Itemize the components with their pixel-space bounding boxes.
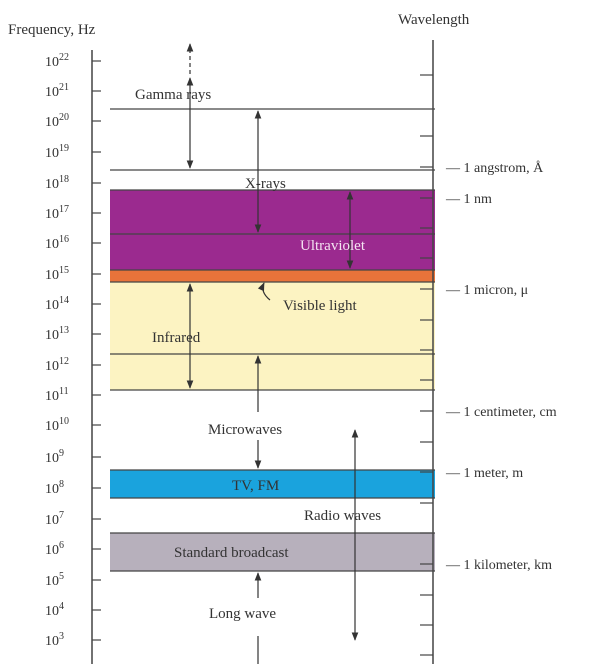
frequency-tick-base: 10	[45, 237, 59, 252]
microwaves-label: Microwaves	[208, 422, 282, 438]
wavelength-label: — 1 meter, m	[445, 466, 523, 481]
frequency-tick-base: 10	[45, 207, 59, 222]
visible-light-pointer	[257, 282, 271, 301]
frequency-tick-label: 107	[45, 510, 64, 528]
infrared-band	[110, 282, 435, 390]
frequency-ticks: 1022102110201019101810171016101510141013…	[45, 52, 101, 649]
wavelength-label: — 1 centimeter, cm	[445, 405, 557, 420]
frequency-tick-exponent: 22	[59, 52, 69, 63]
frequency-tick-label: 1022	[45, 52, 69, 70]
wavelength-ticks: — 1 angstrom, Å — 1 nm — 1 micron, μ — 1 ce…	[420, 74, 557, 656]
wavelength-label: — 1 kilometer, km	[445, 558, 552, 573]
visible-light-label: Visible light	[283, 298, 358, 314]
frequency-tick-base: 10	[45, 146, 59, 161]
frequency-tick-exponent: 16	[59, 234, 69, 245]
wavelength-label: — 1 micron, μ	[445, 283, 528, 298]
frequency-tick-exponent: 13	[59, 325, 69, 336]
frequency-tick-base: 10	[45, 482, 59, 497]
frequency-tick-exponent: 11	[59, 386, 69, 397]
frequency-tick-exponent: 20	[59, 112, 69, 123]
frequency-tick-exponent: 9	[59, 448, 64, 459]
frequency-tick-base: 10	[45, 85, 59, 100]
frequency-tick-label: 1018	[45, 174, 69, 192]
frequency-tick-base: 10	[45, 513, 59, 528]
frequency-tick-label: 105	[45, 571, 64, 589]
frequency-tick-label: 108	[45, 479, 64, 497]
frequency-tick-base: 10	[45, 328, 59, 343]
long-wave-label: Long wave	[209, 606, 276, 622]
frequency-tick-base: 10	[45, 634, 59, 649]
visible-light-band	[110, 270, 435, 282]
frequency-tick-base: 10	[45, 604, 59, 619]
frequency-tick-label: 104	[45, 601, 64, 619]
frequency-tick-label: 1017	[45, 204, 69, 222]
frequency-tick-label: 1021	[45, 82, 69, 100]
frequency-tick-base: 10	[45, 268, 59, 283]
frequency-tick-base: 10	[45, 359, 59, 374]
infrared-label: Infrared	[152, 330, 201, 346]
frequency-tick-base: 10	[45, 115, 59, 130]
frequency-tick-label: 109	[45, 448, 64, 466]
range-arrows	[186, 43, 359, 664]
wavelength-label: — 1 angstrom, Å	[445, 160, 544, 176]
frequency-tick-label: 1011	[45, 386, 69, 404]
band-boundaries	[110, 108, 435, 572]
x-rays-label: X-rays	[245, 176, 286, 192]
tv-fm-band	[110, 470, 435, 498]
frequency-tick-exponent: 7	[59, 510, 64, 521]
frequency-tick-exponent: 10	[59, 416, 69, 427]
gamma-rays-label: Gamma rays	[135, 87, 211, 103]
frequency-tick-base: 10	[45, 451, 59, 466]
frequency-tick-base: 10	[45, 543, 59, 558]
frequency-tick-exponent: 12	[59, 356, 69, 367]
frequency-tick-label: 1012	[45, 356, 69, 374]
frequency-tick-exponent: 17	[59, 204, 69, 215]
frequency-tick-base: 10	[45, 55, 59, 70]
frequency-tick-exponent: 4	[59, 601, 64, 612]
frequency-tick-base: 10	[45, 574, 59, 589]
ultraviolet-band	[110, 190, 435, 270]
frequency-tick-label: 1014	[45, 295, 69, 313]
frequency-tick-exponent: 3	[59, 631, 64, 642]
frequency-tick-exponent: 19	[59, 143, 69, 154]
frequency-tick-label: 106	[45, 540, 64, 558]
frequency-tick-base: 10	[45, 389, 59, 404]
frequency-tick-label: 1019	[45, 143, 69, 161]
frequency-tick-exponent: 8	[59, 479, 64, 490]
tv-fm-label: TV, FM	[232, 478, 279, 494]
wavelength-header: Wavelength	[398, 12, 470, 28]
frequency-tick-base: 10	[45, 419, 59, 434]
frequency-tick-label: 1015	[45, 265, 69, 283]
frequency-tick-exponent: 5	[59, 571, 64, 582]
frequency-tick-exponent: 14	[59, 295, 69, 306]
frequency-tick-label: 1020	[45, 112, 69, 130]
frequency-tick-exponent: 6	[59, 540, 64, 551]
standard-broadcast-label: Standard broadcast	[174, 545, 289, 561]
frequency-tick-label: 103	[45, 631, 64, 649]
frequency-header: Frequency, Hz	[8, 22, 96, 38]
radio-waves-label: Radio waves	[304, 508, 381, 524]
frequency-tick-base: 10	[45, 177, 59, 192]
ultraviolet-label: Ultraviolet	[300, 238, 366, 254]
standard-broadcast-band	[110, 533, 435, 571]
frequency-tick-exponent: 15	[59, 265, 69, 276]
frequency-tick-label: 1013	[45, 325, 69, 343]
frequency-tick-label: 1016	[45, 234, 69, 252]
wavelength-label: — 1 nm	[445, 192, 492, 207]
frequency-tick-label: 1010	[45, 416, 69, 434]
frequency-tick-base: 10	[45, 298, 59, 313]
frequency-tick-exponent: 21	[59, 82, 69, 93]
frequency-tick-exponent: 18	[59, 174, 69, 185]
